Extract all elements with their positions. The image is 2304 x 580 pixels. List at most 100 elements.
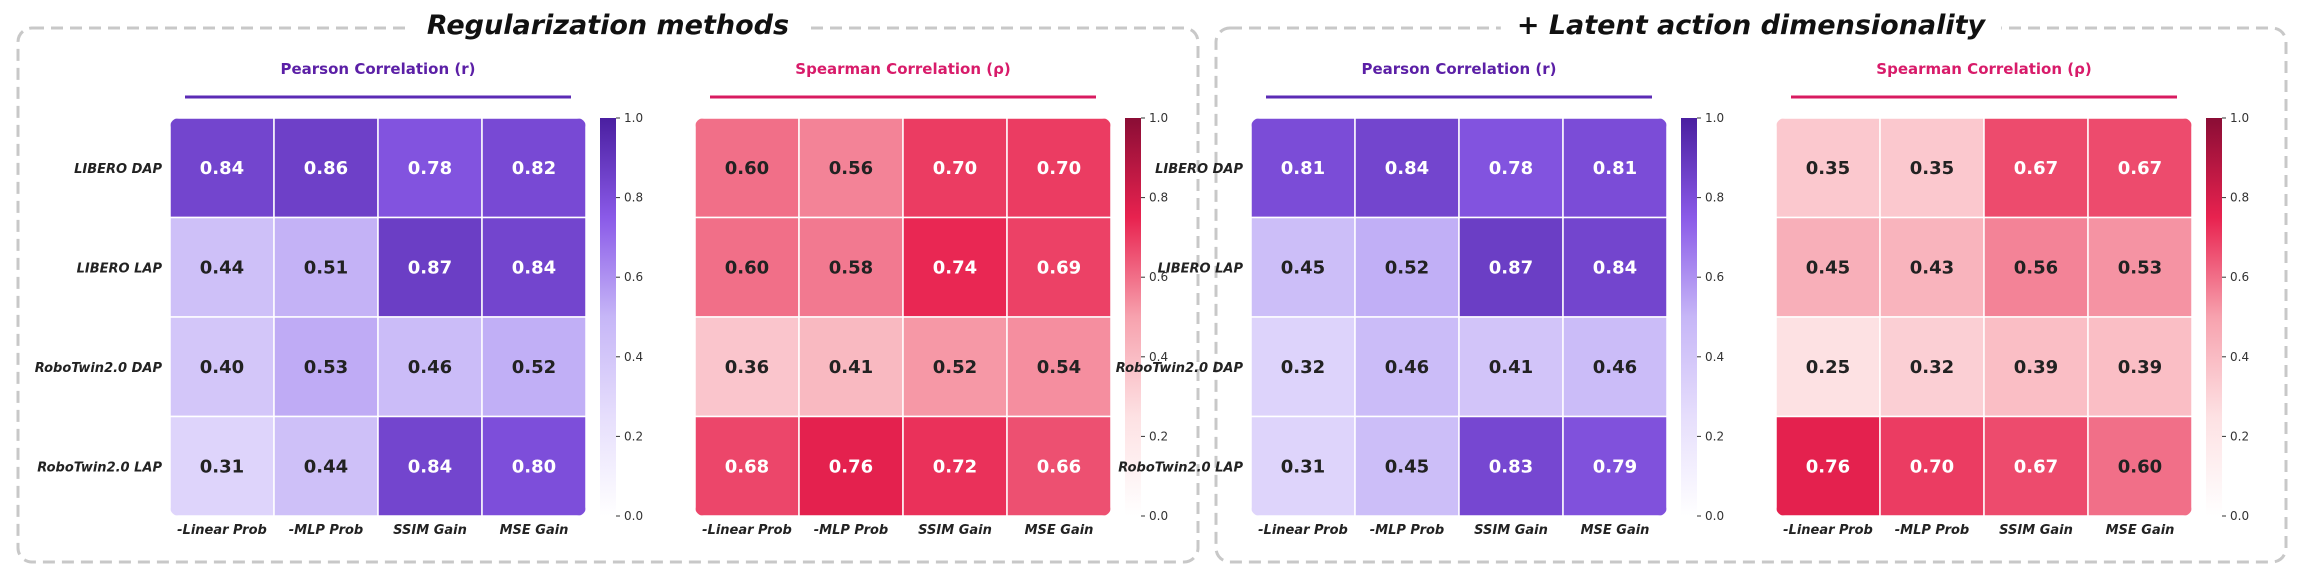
- colorbar-tick-label: 0.6: [1149, 270, 1168, 284]
- cell-value-label: 0.66: [1037, 456, 1081, 477]
- colorbar-tick-label: 1.0: [624, 111, 643, 125]
- cell-value-label: 0.84: [512, 257, 556, 278]
- cell-value-label: 0.67: [2014, 456, 2058, 477]
- cell-value-label: 0.69: [1037, 257, 1081, 278]
- colorbar: 0.0 0.2 0.4 0.6 0.8 1.0: [1681, 111, 1724, 523]
- x-tick-label: SSIM Gain: [1999, 523, 2073, 538]
- cell-value-label: 0.35: [1910, 158, 1954, 179]
- cell-value-label: 0.52: [512, 357, 556, 378]
- cell-value-label: 0.45: [1281, 257, 1325, 278]
- cell-value-label: 0.41: [829, 357, 873, 378]
- colorbar-tick-label: 0.4: [2230, 350, 2249, 364]
- cell-value-label: 0.44: [200, 257, 244, 278]
- panel-title: Pearson Correlation (r): [281, 60, 476, 78]
- heatmap-cell: [1006, 415, 1111, 516]
- colorbar-bar: [1125, 118, 1141, 516]
- panel-title: Spearman Correlation (ρ): [795, 60, 1010, 78]
- sections-layer: Regularization methods + Latent action di…: [16, 10, 2288, 564]
- cell-value-label: 0.70: [1910, 456, 1954, 477]
- colorbar-tick-label: 0.0: [624, 509, 643, 523]
- heatmap-cell: [1983, 216, 2089, 318]
- cell-value-label: 0.78: [1489, 158, 1533, 179]
- heatmap-cell: [377, 316, 483, 418]
- colorbar-tick-label: 1.0: [1705, 111, 1724, 125]
- heatmap-panel-2: Pearson Correlation (r) 0.81 0.84 0.78 0.81 0…: [1116, 60, 1724, 538]
- x-tick-label: -MLP Prob: [814, 523, 888, 538]
- colorbar-tick-label: 0.0: [1149, 509, 1168, 523]
- colorbar-tick-label: 0.4: [1705, 350, 1724, 364]
- colorbar-tick-label: 0.2: [2230, 429, 2249, 443]
- colorbar-tick-label: 0.8: [624, 191, 643, 205]
- panel-title: Pearson Correlation (r): [1362, 60, 1557, 78]
- heatmap-cell: [1354, 316, 1460, 418]
- heatmap-cell: [377, 118, 483, 219]
- heatmap-cell: [2087, 415, 2192, 516]
- heatmap-cell: [1354, 216, 1460, 318]
- x-tick-label: -Linear Prob: [177, 523, 267, 538]
- heatmap-cell: [1879, 216, 1985, 318]
- cell-value-label: 0.67: [2014, 158, 2058, 179]
- section-title: + Latent action dimensionality: [1517, 10, 1987, 41]
- heatmap-cell: [170, 316, 275, 418]
- x-tick-label: SSIM Gain: [918, 523, 992, 538]
- colorbar-tick-label: 0.8: [1705, 191, 1724, 205]
- y-tick-label: LIBERO DAP: [74, 162, 162, 177]
- heatmap-cell: [1006, 216, 1111, 318]
- colorbar-tick-label: 0.4: [624, 350, 643, 364]
- heatmap-cell: [273, 118, 379, 219]
- cell-value-label: 0.45: [1385, 456, 1429, 477]
- section-title: Regularization methods: [427, 10, 789, 41]
- cell-value-label: 0.86: [304, 158, 348, 179]
- x-tick-label: SSIM Gain: [1474, 523, 1548, 538]
- cell-value-label: 0.31: [200, 456, 244, 477]
- heatmap-panel-3: Spearman Correlation (ρ) 0.35 0.35 0.67 0.67…: [1776, 60, 2249, 538]
- heatmap-cell: [902, 118, 1008, 219]
- heatmap-cell: [1006, 118, 1111, 219]
- cell-value-label: 0.45: [1806, 257, 1850, 278]
- heatmap-cell: [1776, 118, 1881, 219]
- cell-value-label: 0.79: [1593, 456, 1637, 477]
- heatmap-cells: [1776, 118, 2192, 516]
- heatmap-cell: [1562, 415, 1667, 516]
- cell-value-label: 0.60: [725, 257, 769, 278]
- colorbar-tick-label: 0.6: [1705, 270, 1724, 284]
- x-tick-label: -Linear Prob: [1258, 523, 1348, 538]
- panels-layer: Pearson Correlation (r) 0.84 0.86 0.78 0.82 0…: [35, 60, 2249, 538]
- heatmap-cell: [1006, 316, 1111, 418]
- cell-value-label: 0.67: [2118, 158, 2162, 179]
- cell-value-label: 0.82: [512, 158, 556, 179]
- cell-value-label: 0.60: [2118, 456, 2162, 477]
- cell-value-label: 0.39: [2118, 357, 2162, 378]
- cell-value-label: 0.74: [933, 257, 977, 278]
- x-tick-label: MSE Gain: [2106, 523, 2175, 538]
- heatmap-cell: [1776, 316, 1881, 418]
- y-tick-label: RoboTwin2.0 DAP: [1116, 361, 1244, 376]
- colorbar: 0.0 0.2 0.4 0.6 0.8 1.0: [600, 111, 643, 523]
- colorbar-bar: [600, 118, 616, 516]
- heatmap-cell: [1251, 118, 1356, 219]
- colorbar-tick-label: 0.6: [624, 270, 643, 284]
- x-tick-label: MSE Gain: [1025, 523, 1094, 538]
- cell-value-label: 0.44: [304, 456, 348, 477]
- x-tick-label: MSE Gain: [1581, 523, 1650, 538]
- x-tick-label: -Linear Prob: [1783, 523, 1873, 538]
- cell-value-label: 0.56: [2014, 257, 2058, 278]
- cell-value-label: 0.53: [304, 357, 348, 378]
- cell-value-label: 0.32: [1281, 357, 1325, 378]
- y-tick-label: LIBERO LAP: [1158, 261, 1244, 276]
- cell-value-label: 0.76: [1806, 456, 1850, 477]
- cell-value-label: 0.52: [933, 357, 977, 378]
- cell-value-label: 0.52: [1385, 257, 1429, 278]
- heatmap-cell: [1983, 316, 2089, 418]
- x-tick-label: -MLP Prob: [1895, 523, 1969, 538]
- cell-value-label: 0.60: [725, 158, 769, 179]
- heatmap-cell: [1251, 216, 1356, 318]
- colorbar-tick-label: 1.0: [1149, 111, 1168, 125]
- cell-value-label: 0.80: [512, 456, 556, 477]
- section-1: + Latent action dimensionality: [1214, 10, 2288, 564]
- heatmap-cell: [1776, 415, 1881, 516]
- cell-value-label: 0.53: [2118, 257, 2162, 278]
- colorbar-tick-label: 0.8: [2230, 191, 2249, 205]
- heatmap-cell: [695, 316, 800, 418]
